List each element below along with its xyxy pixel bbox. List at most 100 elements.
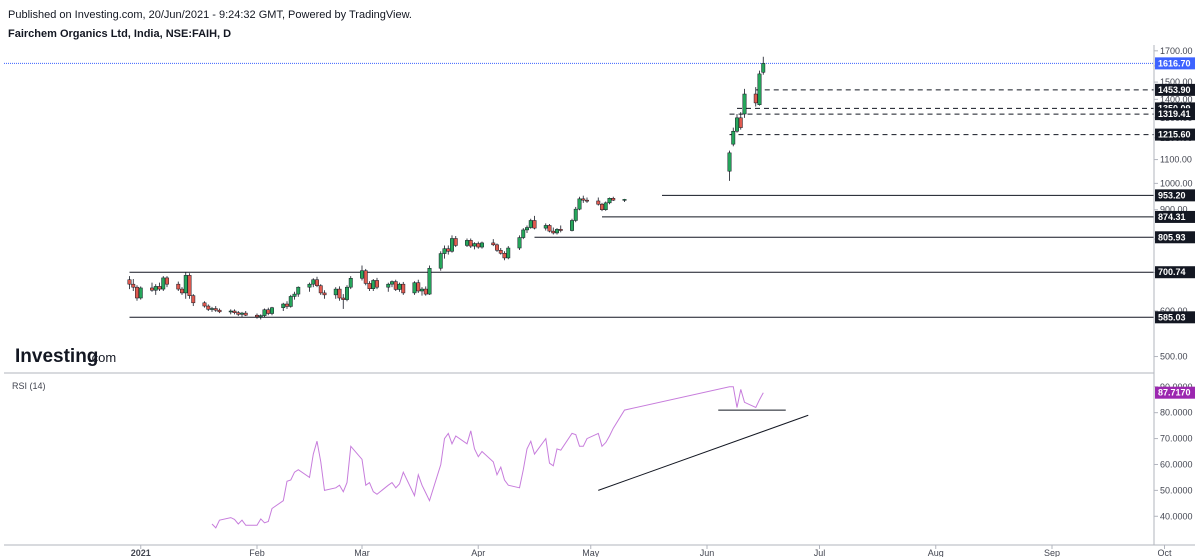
month-label: Sep (1044, 548, 1060, 557)
rsi-line (211, 386, 764, 529)
level-tag (1155, 128, 1195, 141)
candle-body (363, 270, 368, 284)
candle-body (585, 199, 589, 202)
candle-body (375, 280, 379, 288)
candle-body (521, 229, 526, 238)
candle-body (322, 292, 327, 296)
candle-body (345, 286, 349, 300)
price-tick-label: 600.00 (1160, 306, 1188, 316)
price-tick-label: 1100.00 (1160, 155, 1192, 165)
level-tag-label: 1453.90 (1158, 85, 1191, 95)
candle-body (161, 277, 166, 290)
candle-body (446, 248, 451, 252)
candle-body (341, 297, 346, 300)
candle-body (558, 229, 563, 231)
candle-body (600, 203, 604, 210)
rsi-pane: RSI (14) (12, 381, 809, 529)
candle-body (543, 225, 548, 229)
candle-body (397, 283, 402, 290)
candle-body (206, 305, 211, 310)
candle-body (296, 286, 301, 295)
candle-body (472, 243, 477, 247)
candle-body (367, 283, 372, 289)
candle-body (228, 310, 233, 313)
candle-body (401, 283, 406, 294)
candle-body (307, 283, 312, 288)
candle-body (232, 310, 237, 313)
month-label: Aug (928, 548, 944, 557)
candle-body (517, 237, 522, 249)
candle-body (210, 308, 214, 310)
rsi-value-tag (1155, 386, 1195, 399)
candle-body (502, 253, 507, 259)
level-tag (1155, 231, 1195, 244)
candle-body (442, 248, 447, 254)
candle-body (596, 200, 601, 205)
rsi-tick-label: 50.0000 (1160, 485, 1193, 495)
candle-body (262, 309, 267, 316)
candle-body (506, 247, 511, 259)
candle-body (318, 285, 323, 294)
candle-body (581, 198, 586, 201)
candle-body (258, 315, 263, 318)
candle-body (761, 63, 766, 73)
candle-body (213, 308, 218, 311)
candle-body (611, 198, 616, 201)
candle-body (735, 117, 739, 132)
candle-body (386, 283, 391, 288)
candle-body (423, 288, 428, 295)
candle-body (607, 198, 612, 204)
candle-body (371, 280, 376, 289)
price-tick-label: 1500.00 (1160, 77, 1193, 87)
candle-body (390, 281, 394, 285)
candle-body (236, 312, 241, 315)
candle-body (348, 278, 353, 288)
candle-body (183, 275, 188, 294)
symbol-title: Fairchem Organics Ltd, India, NSE:FAIH, … (8, 28, 232, 40)
candle-body (337, 288, 342, 299)
candle-body (528, 220, 533, 228)
price-tick-label: 1700.00 (1160, 46, 1193, 56)
candle-body (393, 281, 398, 290)
level-tag-label: 874.31 (1158, 212, 1186, 222)
level-tag (1155, 266, 1195, 279)
candle-body (240, 312, 244, 315)
candle-body (577, 198, 582, 210)
candle-body (757, 73, 762, 105)
candle-body (738, 117, 743, 128)
candle-body (427, 267, 432, 295)
price-tick-label: 500.00 (1160, 352, 1188, 362)
rsi-tick-label: 70.0000 (1160, 434, 1193, 444)
candle-body (270, 307, 274, 314)
candle-body (180, 288, 184, 294)
candle-body (135, 286, 139, 299)
last-price-tag (1155, 57, 1195, 70)
rsi-label: RSI (14) (12, 381, 46, 391)
candle-body (753, 93, 758, 104)
level-tag (1155, 189, 1195, 202)
candle-body (468, 240, 473, 247)
candle-body (555, 229, 559, 234)
rsi-value-label: 87.7170 (1158, 388, 1191, 398)
month-label: Jul (814, 548, 826, 557)
candle-body (266, 309, 271, 314)
candle-body (573, 208, 578, 221)
level-lines (4, 62, 1154, 318)
candle-body (292, 293, 297, 297)
candle-body (255, 314, 259, 318)
rsi-tick-label: 40.0000 (1160, 511, 1193, 521)
axes: 500.00600.00700.00800.00900.001000.00110… (4, 45, 1195, 557)
level-tag (1155, 311, 1195, 324)
candle-body (153, 286, 158, 291)
candle-body (285, 303, 289, 307)
candle-body (438, 253, 443, 269)
month-label: 2021 (131, 548, 151, 557)
level-tag (1155, 108, 1195, 121)
candle-body (570, 220, 574, 231)
candle-body (131, 283, 136, 288)
level-tag-label: 953.20 (1158, 190, 1186, 200)
candle-body (491, 242, 496, 246)
price-tick-label: 1400.00 (1160, 94, 1193, 104)
published-text: Published on Investing.com, 20/Jun/2021 … (8, 9, 412, 21)
